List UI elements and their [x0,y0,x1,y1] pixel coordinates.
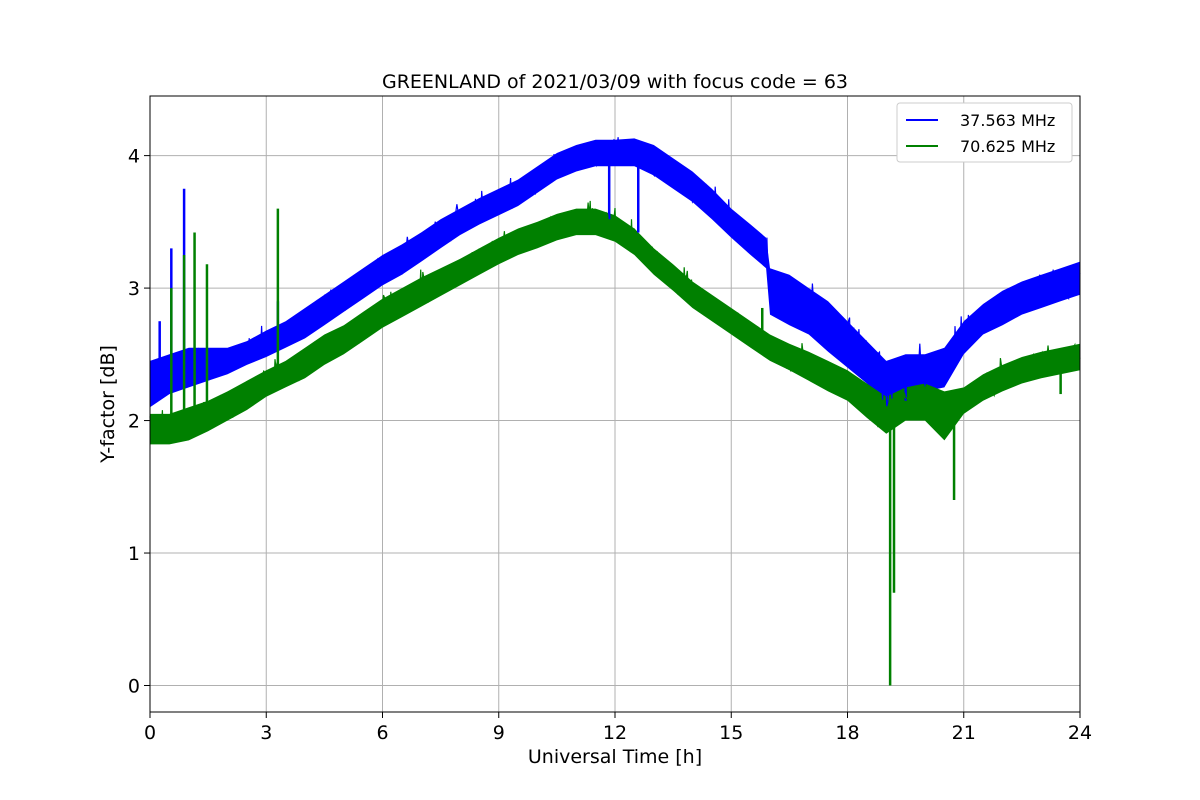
chart-title: GREENLAND of 2021/03/09 with focus code … [382,71,848,93]
legend: 37.563 MHz 70.625 MHz [896,102,1073,163]
y-tick-label: 4 [128,146,140,168]
series-line [149,137,1081,407]
x-tick-label: 9 [493,722,505,744]
y-tick-label: 0 [128,676,140,698]
y-axis-label: Y-factor [dB] [97,345,119,464]
x-tick-label: 6 [376,722,388,744]
legend-label: 37.563 MHz [960,111,1055,130]
x-tick-label: 24 [1068,722,1092,744]
x-axis: 0 3 6 9 12 15 18 21 24 [144,712,1092,744]
series-band [150,208,1080,445]
x-tick-label: 21 [952,722,976,744]
legend-label: 70.625 MHz [960,137,1055,156]
x-tick-label: 18 [835,722,859,744]
x-axis-label: Universal Time [h] [528,746,702,768]
legend-box [896,102,1073,163]
series-lines [149,137,1081,686]
x-tick-label: 12 [603,722,627,744]
y-tick-label: 1 [128,543,140,565]
y-tick-label: 3 [128,278,140,300]
series-line [149,200,1081,444]
y-tick-label: 2 [128,411,140,433]
x-tick-label: 0 [144,722,156,744]
y-axis: 0 1 2 3 4 [128,146,150,698]
x-tick-label: 3 [260,722,272,744]
x-tick-label: 15 [719,722,743,744]
